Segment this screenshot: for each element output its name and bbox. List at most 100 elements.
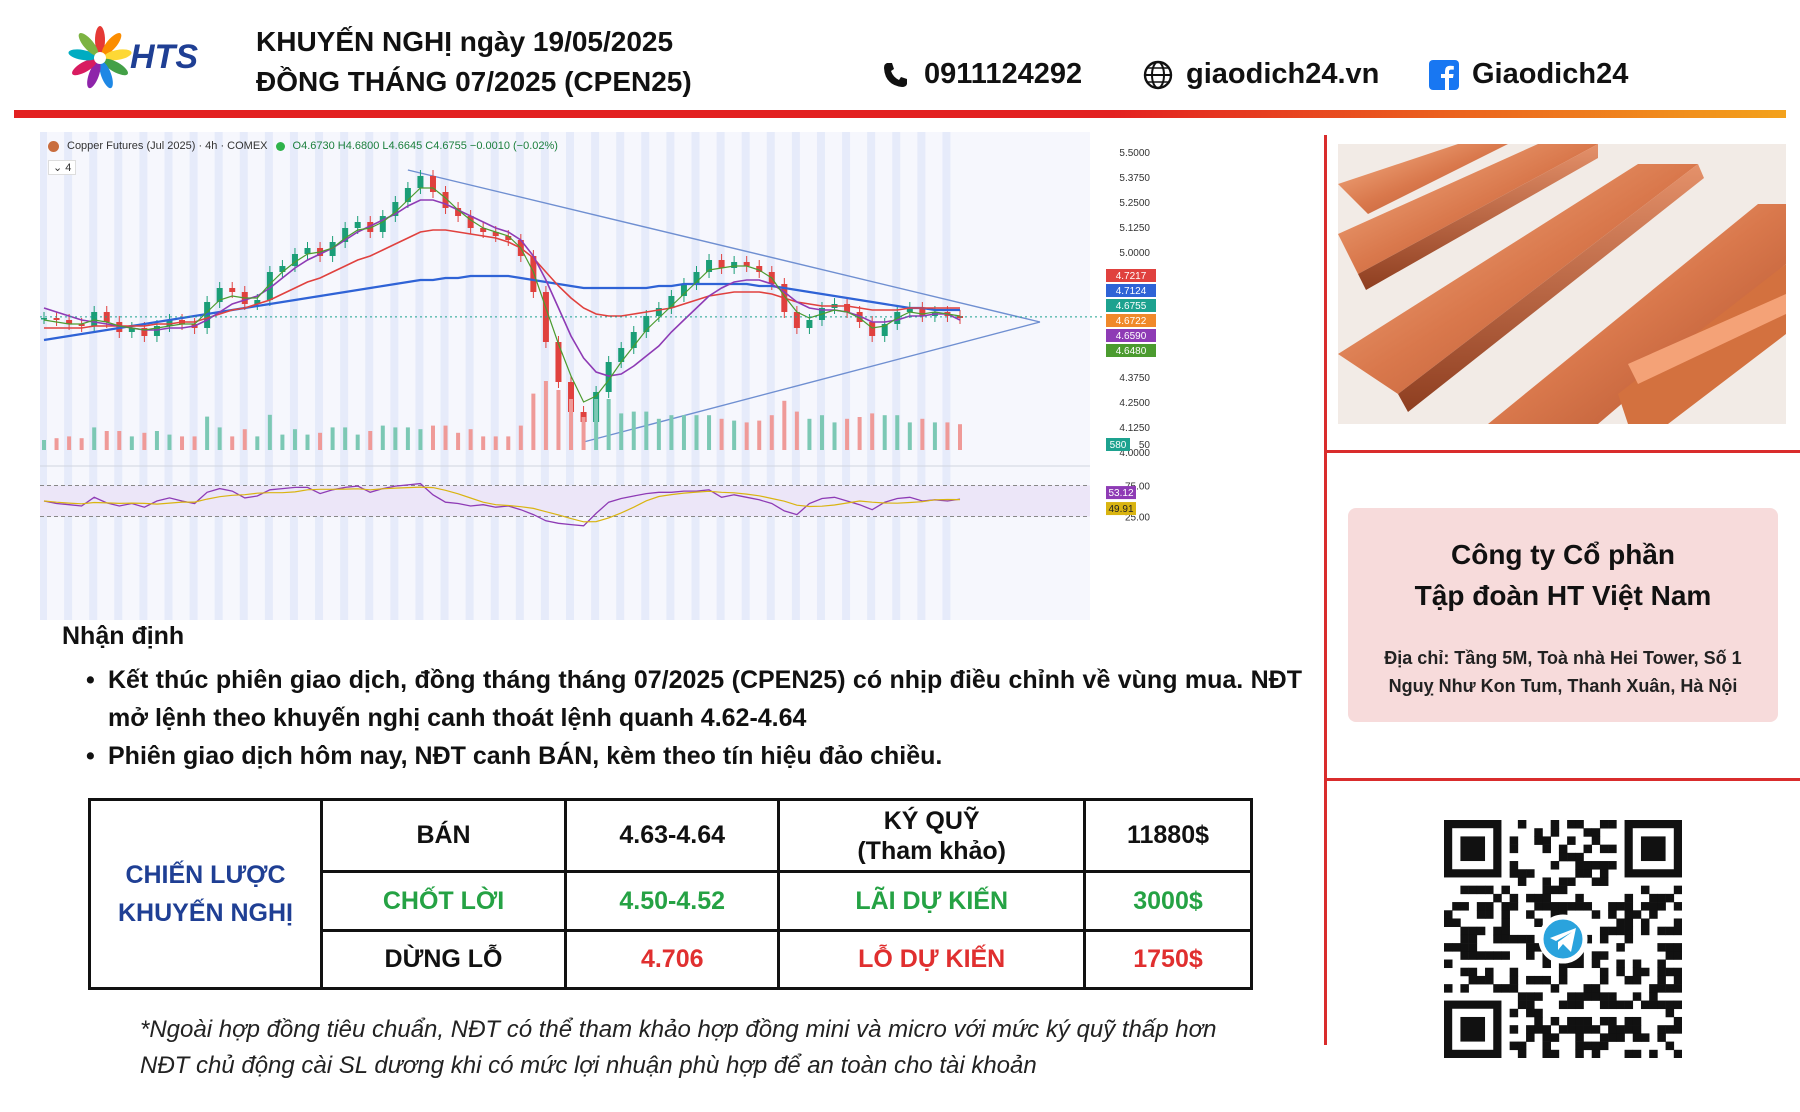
qr-module xyxy=(1509,836,1519,845)
session-stripe xyxy=(816,132,825,620)
candle-body xyxy=(291,254,298,266)
qr-module xyxy=(1509,934,1519,944)
candle-body xyxy=(254,300,261,304)
copper-symbol-icon xyxy=(48,140,59,152)
strategy-lead-line1: CHIẾN LƯỢC xyxy=(125,861,286,889)
candle-body xyxy=(655,308,662,316)
candle-body xyxy=(266,272,273,300)
volume-bar xyxy=(380,425,385,450)
qr-module xyxy=(1485,975,1494,985)
candle-body xyxy=(555,342,562,382)
analysis-bullet: Phiên giao dịch hôm nay, NĐT canh BÁN, k… xyxy=(62,737,1302,775)
price-tick-label: 5.2500 xyxy=(1119,198,1150,209)
hts-flower-logo-icon xyxy=(68,26,132,89)
qr-module xyxy=(1567,1016,1576,1026)
qr-module xyxy=(1657,1025,1666,1034)
qr-module xyxy=(1476,926,1486,936)
session-stripe xyxy=(114,132,123,620)
qr-module xyxy=(1534,828,1543,837)
price-badge-label: 4.7124 xyxy=(1116,286,1147,297)
volume-bar xyxy=(757,420,762,450)
qr-module xyxy=(1517,992,1527,1001)
qr-module xyxy=(1591,828,1601,837)
ma-green-line xyxy=(43,187,961,403)
expected-profit-label: LÃI DỰ KIẾN xyxy=(777,870,1086,932)
volume-bar xyxy=(180,436,185,450)
qr-module xyxy=(1591,992,1601,1001)
price-badge-label: 4.6755 xyxy=(1116,301,1147,312)
qr-module xyxy=(1599,877,1609,886)
candle-body xyxy=(429,176,436,192)
session-stripe xyxy=(540,132,549,620)
candle-body xyxy=(793,312,800,328)
indicator-collapse-toggle[interactable]: ⌄ 4 xyxy=(48,160,77,175)
volume-bar xyxy=(192,436,197,450)
candle-body xyxy=(166,320,173,326)
candle-body xyxy=(216,288,223,302)
session-stripe xyxy=(867,132,876,620)
qr-module xyxy=(1460,902,1469,911)
candle-body xyxy=(718,260,725,268)
qr-module xyxy=(1632,1016,1642,1026)
qr-module xyxy=(1624,926,1634,936)
volume-bar xyxy=(556,390,561,450)
candle-body xyxy=(919,308,926,316)
qr-module xyxy=(1575,893,1584,903)
qr-module xyxy=(1640,926,1650,936)
price-badge xyxy=(1106,299,1156,312)
candle-body xyxy=(304,248,311,254)
qr-module xyxy=(1526,934,1535,944)
qr-module xyxy=(1575,1041,1584,1051)
session-stripe xyxy=(942,132,951,620)
candle-body xyxy=(442,192,449,208)
footnote-line1: *Ngoài hợp đồng tiêu chuẩn, NĐT có thể t… xyxy=(140,1016,1217,1043)
qr-module xyxy=(1444,959,1453,969)
volume-bar xyxy=(681,415,686,450)
qr-module xyxy=(1673,984,1683,993)
session-stripe xyxy=(490,132,499,620)
qr-module xyxy=(1534,1016,1543,1026)
qr-finder-inner xyxy=(1460,836,1486,862)
qr-module xyxy=(1673,926,1683,936)
qr-module xyxy=(1550,1049,1560,1059)
candle-body xyxy=(153,326,160,336)
qr-module xyxy=(1509,984,1519,993)
qr-module xyxy=(1567,820,1576,829)
qr-module xyxy=(1542,1041,1551,1051)
volume-bar xyxy=(807,418,812,450)
qr-module xyxy=(1509,1008,1519,1018)
qr-module xyxy=(1599,975,1609,985)
chart-legend: Copper Futures (Jul 2025) · 4h · COMEX O… xyxy=(48,140,558,152)
qr-module xyxy=(1575,852,1584,862)
volume-bar xyxy=(958,424,962,450)
qr-module xyxy=(1624,975,1634,985)
volume-bar xyxy=(707,415,712,450)
ma-purple-line xyxy=(43,199,961,377)
candle-body xyxy=(480,228,487,232)
telegram-qr-code[interactable] xyxy=(1444,820,1683,1059)
qr-module xyxy=(1599,967,1609,977)
qr-module xyxy=(1534,992,1543,1001)
phone-contact[interactable]: 0911124292 xyxy=(880,58,1082,91)
qr-module xyxy=(1542,1025,1551,1034)
qr-module xyxy=(1567,877,1576,886)
qr-module xyxy=(1534,1025,1543,1034)
qr-code-image xyxy=(1444,820,1683,1059)
volume-bar xyxy=(644,411,649,450)
volume-bar xyxy=(493,436,498,450)
session-stripe xyxy=(239,132,248,620)
candle-body xyxy=(492,232,499,236)
qr-module xyxy=(1624,1000,1634,1010)
qr-module xyxy=(1665,926,1675,936)
qr-module xyxy=(1509,967,1519,977)
qr-module xyxy=(1517,1041,1527,1051)
volume-bar xyxy=(694,415,699,450)
session-stripe xyxy=(164,132,173,620)
qr-module xyxy=(1583,984,1593,993)
facebook-icon xyxy=(1429,59,1459,90)
qr-module xyxy=(1649,992,1658,1001)
website-contact[interactable]: giaodich24.vn xyxy=(1142,58,1379,91)
qr-module xyxy=(1575,1000,1584,1010)
facebook-contact[interactable]: Giaodich24 xyxy=(1428,58,1628,91)
session-stripe xyxy=(139,132,148,620)
